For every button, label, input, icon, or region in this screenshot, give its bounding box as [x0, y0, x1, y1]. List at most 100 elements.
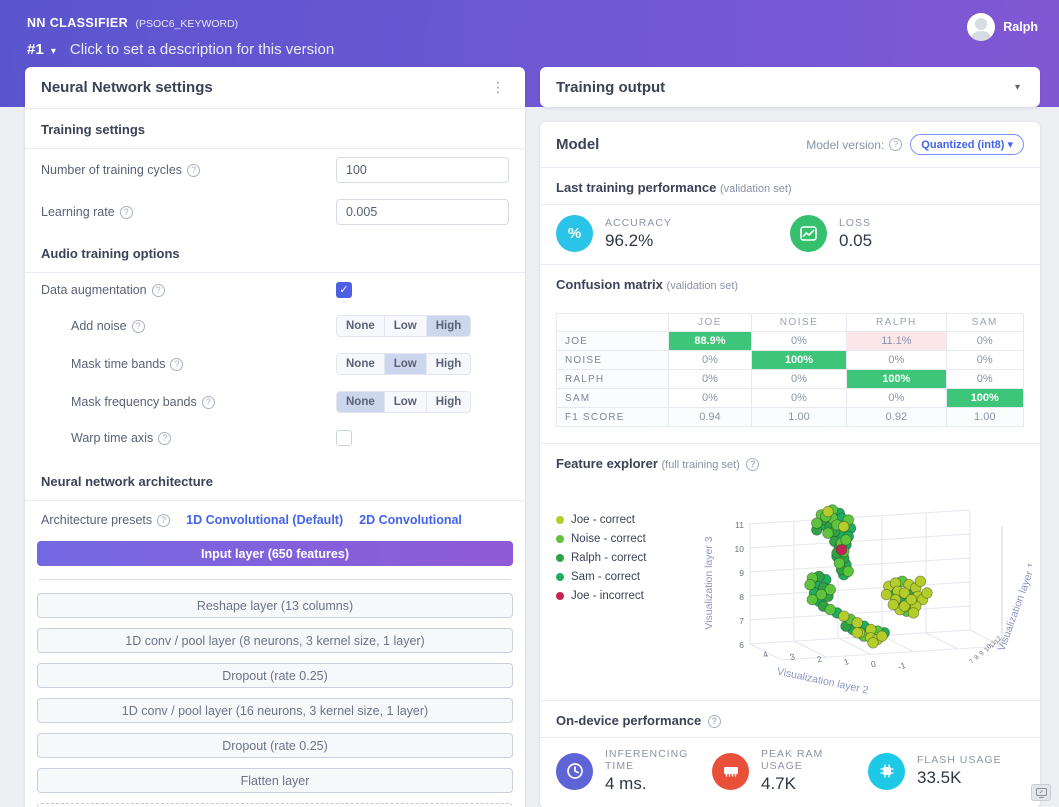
flash-usage-metric: FLASH USAGE 33.5K [868, 748, 1024, 794]
avatar [967, 13, 996, 41]
user-name: Ralph [1003, 20, 1038, 34]
scatter-point-jc[interactable] [907, 607, 920, 619]
segment-option-high[interactable]: High [435, 358, 462, 370]
collapse-chevron-icon[interactable]: ▾ [1014, 81, 1020, 93]
model-version-dropdown[interactable]: Quantized (int8) ▾ [910, 134, 1024, 155]
scatter-point-nc[interactable] [815, 588, 828, 601]
scatter-point-nc[interactable] [804, 578, 816, 591]
legend-label: Joe - correct [571, 514, 635, 526]
scatter-point-nc[interactable] [842, 565, 855, 578]
scatter-point-jc[interactable] [876, 630, 888, 642]
segment-option-low[interactable]: Low [384, 354, 427, 374]
svg-text:4: 4 [762, 649, 770, 660]
matrix-cell: 100% [846, 369, 947, 389]
scatter-point-jc[interactable] [880, 588, 893, 601]
help-icon[interactable]: ? [131, 319, 145, 333]
help-icon[interactable]: ? [151, 283, 165, 297]
scatter-point-jc[interactable] [921, 587, 933, 599]
scatter-point-jc[interactable] [838, 610, 850, 622]
segmented-control: None Low High [336, 315, 472, 337]
legend-item[interactable]: Sam - correct [556, 571, 672, 583]
chart-icon [790, 215, 827, 252]
segment-option-high[interactable]: High [426, 316, 471, 336]
data-augmentation-label: Data augmentation [41, 283, 147, 297]
help-icon[interactable]: ? [201, 395, 215, 409]
layer-button[interactable]: Reshape layer (13 columns) [37, 593, 513, 618]
svg-text:8: 8 [973, 654, 981, 662]
help-icon[interactable]: ? [157, 513, 171, 527]
help-icon[interactable]: ? [746, 458, 760, 471]
scatter-point-nc[interactable] [811, 517, 823, 529]
segment-option-none[interactable]: None [337, 354, 385, 374]
help-icon[interactable]: ? [889, 138, 903, 151]
scatter-point-jc[interactable] [887, 598, 900, 611]
training-cycles-input[interactable] [336, 157, 509, 183]
help-icon[interactable]: ? [187, 163, 201, 177]
scatter-point-jc[interactable] [898, 600, 911, 612]
layer-button[interactable]: Flatten layer [37, 768, 513, 793]
page-widget-button[interactable] [1031, 784, 1051, 801]
matrix-cell: 0% [668, 369, 752, 389]
preset-2d-link[interactable]: 2D Convolutional [359, 513, 462, 527]
training-cycles-row: Number of training cycles ? [25, 149, 525, 191]
legend-item[interactable]: Noise - correct [556, 533, 672, 545]
version-description[interactable]: Click to set a description for this vers… [69, 41, 335, 58]
learning-rate-input[interactable] [336, 199, 509, 225]
segment-option-high[interactable]: High [435, 396, 462, 408]
scatter-point-nc[interactable] [840, 534, 852, 546]
scatter-plot-3d[interactable]: 11 10 9 8 7 6 4 3 2 1 0 -1 7 8 9 10 11 12 Visualization l… [672, 488, 1039, 697]
toggle-row-mask-time-bands: Mask time bands? None Low High [25, 345, 525, 383]
legend-dot-icon [556, 573, 564, 581]
scatter-point-nc[interactable] [822, 527, 834, 539]
help-icon[interactable]: ? [170, 357, 184, 371]
preset-1d-link[interactable]: 1D Convolutional (Default) [186, 513, 344, 527]
warp-time-checkbox[interactable] [336, 430, 352, 446]
scatter-point-jc[interactable] [867, 637, 879, 649]
toggle-label: Add noise [71, 319, 127, 333]
layer-button[interactable]: Dropout (rate 0.25) [37, 733, 513, 758]
svg-text:6: 6 [739, 640, 744, 650]
help-icon[interactable]: ? [707, 715, 721, 728]
layer-button[interactable]: 1D conv / pool layer (8 neurons, 3 kerne… [37, 628, 513, 653]
scatter-point-ji[interactable] [835, 544, 848, 556]
user-menu[interactable]: Ralph [967, 13, 1038, 41]
segment-option-low[interactable]: Low [385, 392, 427, 412]
scatter-point-nc[interactable] [824, 603, 837, 616]
segment-option-low[interactable]: Low [385, 316, 427, 336]
layer-button[interactable]: Input layer (650 features) [37, 541, 513, 566]
layer-button[interactable]: Dropout (rate 0.25) [37, 663, 513, 688]
warp-time-row: Warp time axis ? [25, 421, 525, 455]
last-training-heading: Last training performance (validation se… [540, 168, 1040, 205]
svg-text:9: 9 [739, 568, 744, 578]
scatter-point-nc[interactable] [806, 593, 819, 606]
svg-text:7: 7 [739, 616, 744, 626]
data-augmentation-row: Data augmentation ? ✓ [25, 273, 525, 307]
scatter-point-jc[interactable] [851, 627, 864, 639]
help-icon[interactable]: ? [119, 205, 133, 219]
scatter-point-nc[interactable] [833, 557, 846, 569]
learning-rate-row: Learning rate ? [25, 191, 525, 233]
layer-button[interactable]: 1D conv / pool layer (16 neurons, 3 kern… [37, 698, 513, 723]
model-card: Model Model version: ? Quantized (int8) … [540, 122, 1040, 807]
scatter-point-jc[interactable] [914, 575, 927, 588]
scatter-point-jc[interactable] [898, 587, 911, 599]
legend-item[interactable]: Joe - incorrect [556, 590, 672, 602]
clock-icon [556, 752, 593, 790]
matrix-cell: 0% [945, 331, 1025, 351]
layer-button[interactable]: Add an extra layer [37, 803, 513, 807]
scatter-point-jc[interactable] [851, 617, 864, 629]
legend-item[interactable]: Ralph - correct [556, 552, 672, 564]
scatter-point-jc[interactable] [822, 505, 834, 518]
kebab-menu-icon[interactable]: ⋮ [491, 79, 505, 95]
help-icon[interactable]: ? [158, 431, 172, 445]
legend-item[interactable]: Joe - correct [556, 514, 672, 526]
scatter-point-jc[interactable] [838, 520, 850, 533]
scatter-point-jc[interactable] [905, 593, 918, 606]
segment-option-none[interactable]: None [337, 316, 385, 336]
version-selector[interactable]: #1 ▾ [27, 41, 56, 58]
segmented-control: None Low High [336, 353, 472, 375]
segment-option-none[interactable]: None [337, 392, 385, 412]
loss-value: 0.05 [839, 230, 873, 250]
scatter-point-nc[interactable] [824, 583, 837, 596]
data-augmentation-checkbox[interactable]: ✓ [336, 282, 352, 298]
